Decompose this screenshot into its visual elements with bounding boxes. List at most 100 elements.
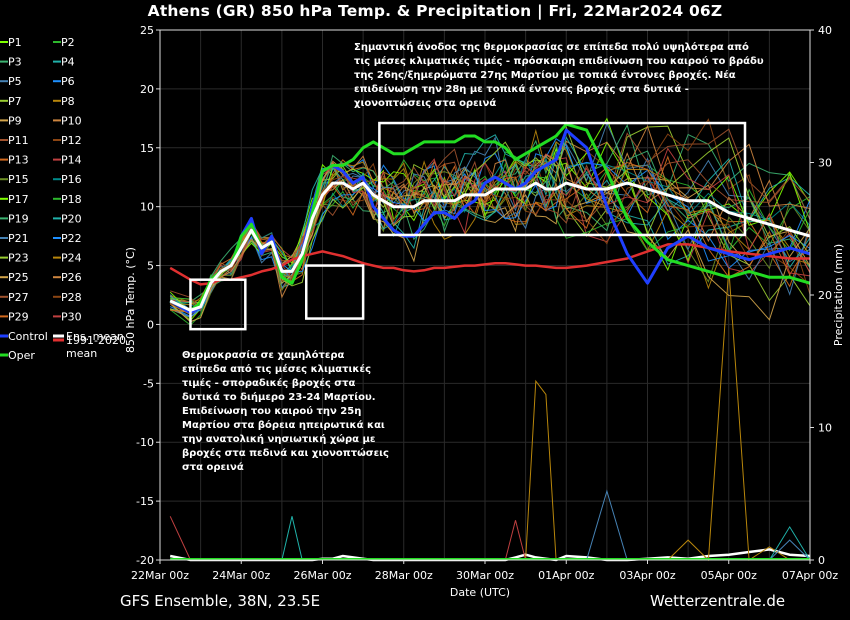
x-tick-label: 24Mar 00z [212,569,270,582]
y-tick-label: 15 [140,142,154,155]
legend-item-p18: P18 [61,193,82,206]
site-credit: Wetterzentrale.de [650,592,786,610]
y2-axis-label: Precipitation (mm) [832,244,845,346]
annotation-bottom: Θερμοκρασία σε χαμηλότερα επίπεδα από τι… [182,349,392,473]
x-tick-label: 30Mar 00z [456,569,514,582]
y-tick-label: 10 [140,201,154,214]
legend-item-p23: P23 [8,252,29,265]
member-line [169,137,811,311]
legend-item-oper: Oper [8,349,35,362]
member-line [170,134,811,304]
x-tick-label: 28Mar 00z [375,569,433,582]
legend: P1 P2 P3 P4 P5 P6 P7 P8 P9 P10 P11 P12 P13 P14 P15 P16 P… [0,36,126,362]
legend-item-p24: P24 [61,252,82,265]
ensemble-members [169,117,811,326]
annotation-bottom-line: τιμές - σποραδικές βροχές στα [182,377,355,389]
annotation-bottom-line: Μαρτίου στα βόρεια ηπειρωτικά και [182,419,385,431]
y-axis-label: 850 hPa Temp. (°C) [124,247,137,353]
legend-item-p21: P21 [8,232,29,245]
legend-item-p30: P30 [61,310,82,323]
y2-tick-label: 0 [818,554,825,567]
legend-item-p29: P29 [8,310,29,323]
precip-line [170,516,811,561]
annotation-bottom-line: στα ορεινά [182,461,244,473]
highlight-boxes [189,121,747,331]
annotation-top-line: τις μέσες κλιματικές τιμές - πρόσκαιρη ε… [354,55,764,67]
member-line [169,136,811,312]
legend-item-p20: P20 [61,212,82,225]
y-tick-label: 20 [140,83,154,96]
x-axis-label: Date (UTC) [450,586,510,599]
legend-item-p2: P2 [61,36,75,49]
y2-tick-label: 20 [818,289,832,302]
x-tick-label: 03Apr 00z [619,569,676,582]
chart-title: Athens (GR) 850 hPa Temp. & Precipitatio… [147,2,723,20]
member-line [170,161,811,311]
axes: -20 -15 -10 -5 0 5 10 15 20 25 0 10 20 30 40 22Mar 00z 2… [131,24,838,582]
box-cold-23-24mar [189,278,247,331]
legend-item-clim-2: mean [66,347,97,360]
member-line [170,148,811,312]
legend-item-p10: P10 [61,114,82,127]
legend-item-p8: P8 [61,95,75,108]
y-tick-label: 0 [147,318,154,331]
x-tick-label: 07Apr 00z [782,569,839,582]
legend-item-p16: P16 [61,173,82,186]
legend-item-p15: P15 [8,173,29,186]
annotation-bottom-line: Θερμοκρασία σε χαμηλότερα [182,349,345,361]
grid [159,29,811,561]
legend-item-p7: P7 [8,95,22,108]
annotation-top-line: της 26ης/ξημερώματα 27ης Μαρτίου με τοπι… [354,69,736,81]
legend-item-p4: P4 [61,56,75,69]
box-cold-25mar [305,264,365,320]
legend-item-p25: P25 [8,271,29,284]
legend-item-p17: P17 [8,193,29,206]
annotation-bottom-line: επίπεδα από τις μέσες κλιματικές [182,363,371,375]
legend-item-ens-mean: Ens. mean [66,330,124,343]
legend-item-control: Control [8,330,48,343]
x-tick-label: 01Apr 00z [538,569,595,582]
annotation-bottom-line: Επιδείνωση του καιρού την 25η [182,405,361,417]
legend-item-p6: P6 [61,75,75,88]
x-tick-label: 26Mar 00z [293,569,351,582]
y-tick-label: -15 [136,495,154,508]
member-line [170,147,811,312]
model-info: GFS Ensemble, 38N, 23.5E [120,592,321,610]
y-tick-label: -20 [136,554,154,567]
ens-mean-line [169,181,811,312]
legend-item-p1: P1 [8,36,22,49]
y-tick-label: 25 [140,24,154,37]
x-tick-label: 05Apr 00z [701,569,758,582]
y2-tick-label: 30 [818,157,832,170]
annotation-top-line: επιδείνωση την 28η με τοπικά έντονες βρο… [354,83,689,95]
member-line [169,136,811,312]
legend-item-clim-1: 1991-2020 [66,334,126,347]
x-tick-label: 22Mar 00z [131,569,189,582]
member-line [170,161,811,313]
legend-item-p9: P9 [8,114,22,127]
annotation-top-line: Σημαντική άνοδος της θερμοκρασίας σε επί… [354,41,749,53]
y-tick-label: -5 [143,377,154,390]
y-tick-label: 5 [147,260,154,273]
member-line [169,122,811,319]
legend-item-p11: P11 [8,134,29,147]
annotation-bottom-line: βροχές στα πεδινά και χιονοπτώσεις [182,447,389,459]
precip-line [169,516,810,561]
legend-item-p14: P14 [61,154,82,167]
legend-item-p27: P27 [8,291,29,304]
legend-item-p5: P5 [8,75,22,88]
climate-mean-line [169,243,810,286]
legend-item-p26: P26 [61,271,82,284]
legend-item-p19: P19 [8,212,29,225]
y2-tick-label: 40 [818,24,832,37]
annotation-bottom-line: την ανατολική νησιωτική χώρα με [182,433,375,445]
legend-item-p13: P13 [8,154,29,167]
member-line [169,141,811,322]
main-series [169,122,811,315]
annotation-top-line: χιονοπτώσεις στα ορεινά [354,97,496,109]
legend-item-p3: P3 [8,56,22,69]
box-warm-27mar-04apr [378,121,747,237]
legend-item-p28: P28 [61,291,82,304]
annotation-bottom-line: δυτικά το διήμερο 23-24 Μαρτίου. [182,391,376,403]
